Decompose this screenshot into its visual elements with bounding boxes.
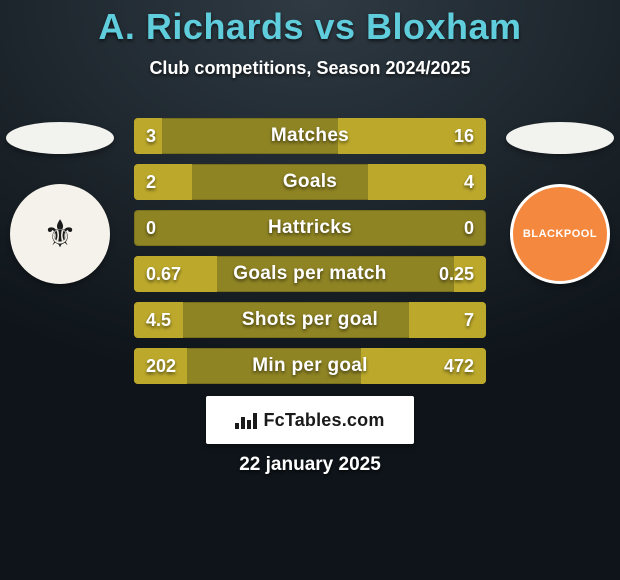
bar-chart-icon-bar	[241, 417, 245, 429]
stat-left-value: 202	[134, 356, 188, 377]
bar-chart-icon	[235, 411, 257, 429]
stat-right-value: 4	[452, 172, 486, 193]
right-player-ellipse	[506, 122, 614, 154]
subtitle: Club competitions, Season 2024/2025	[0, 58, 620, 79]
stat-row: 0.670.25Goals per match	[134, 256, 486, 292]
stat-right-value: 7	[452, 310, 486, 331]
stat-label: Goals	[134, 164, 486, 200]
stat-label: Hattricks	[134, 210, 486, 246]
stat-right-value: 472	[432, 356, 486, 377]
stat-label: Matches	[134, 118, 486, 154]
left-crest-label: ⚜	[43, 212, 77, 257]
stat-row: 4.5 7Shots per goal	[134, 302, 486, 338]
stat-right-value: 0.25	[427, 264, 486, 285]
bar-chart-icon-bar	[247, 420, 251, 429]
left-player-col: ⚜	[0, 118, 120, 394]
bar-chart-icon-bar	[253, 413, 257, 429]
stat-left-value: 0.67	[134, 264, 193, 285]
brand-box: FcTables.com	[206, 396, 414, 444]
stat-row: 2 4Goals	[134, 164, 486, 200]
brand-text: FcTables.com	[263, 410, 384, 431]
stat-label: Shots per goal	[134, 302, 486, 338]
left-player-ellipse	[6, 122, 114, 154]
stat-right-value: 0	[452, 218, 486, 239]
stat-row: 0 0Hattricks	[134, 210, 486, 246]
stat-row: 202472Min per goal	[134, 348, 486, 384]
bar-chart-icon-bar	[235, 423, 239, 429]
right-club-crest: BLACKPOOL	[510, 184, 610, 284]
infographic-root: A. Richards vs Bloxham Club competitions…	[0, 0, 620, 580]
stat-right-value: 16	[442, 126, 486, 147]
stat-left-value: 0	[134, 218, 168, 239]
stat-left-value: 4.5	[134, 310, 183, 331]
stat-row: 3 16Matches	[134, 118, 486, 154]
stat-left-value: 2	[134, 172, 168, 193]
columns: ⚜ 3 16Matches 2 4Goals 0 0Hattricks 0.67 0.25 Go…	[0, 118, 620, 394]
footer-date: 22 january 2025	[0, 454, 620, 476]
page-title: A. Richards vs Bloxham	[0, 0, 620, 48]
stats-column: 3 16Matches 2 4Goals 0 0Hattricks 0.67 0.25 Goal…	[120, 118, 500, 394]
left-club-crest: ⚜	[10, 184, 110, 284]
right-player-col: BLACKPOOL	[500, 118, 620, 394]
right-crest-label: BLACKPOOL	[523, 228, 597, 240]
stat-left-value: 3	[134, 126, 168, 147]
